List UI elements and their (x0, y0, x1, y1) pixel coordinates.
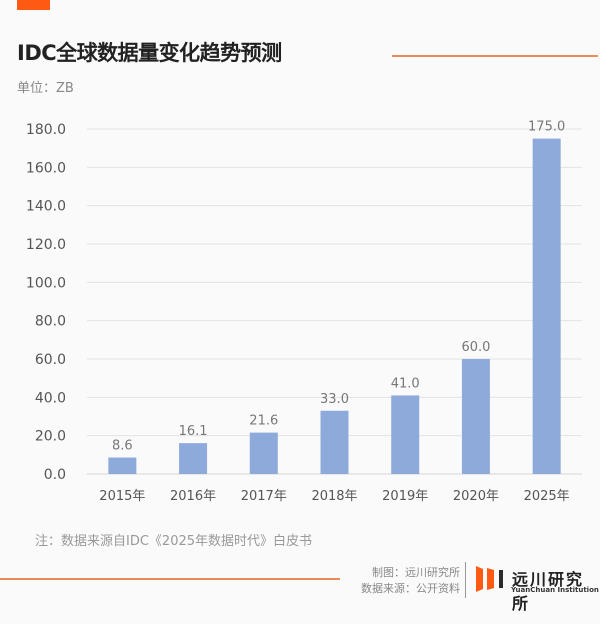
footer-divider (465, 562, 466, 598)
y-tick-label: 60.0 (35, 352, 66, 368)
bar (391, 395, 420, 474)
x-tick-label: 2018年 (311, 489, 357, 504)
credits: 制图：远川研究所 数据来源：公开资料 (360, 565, 460, 597)
x-tick-label: 2016年 (170, 489, 216, 504)
y-tick-label: 80.0 (35, 314, 66, 330)
data-label: 21.6 (249, 414, 278, 429)
y-tick-label: 0.0 (44, 467, 66, 483)
data-label: 175.0 (528, 120, 565, 135)
x-tick-label: 2020年 (453, 489, 499, 504)
bar-chart: 0.0 20.0 40.0 60.0 80.0 100.0 120.0 140.0 160.0 1… (26, 120, 582, 504)
bar (320, 410, 349, 474)
source-note: 注：数据来源自IDC《2025年数据时代》白皮书 (35, 534, 313, 549)
chart-title: IDC全球数据量变化趋势预测 (17, 41, 282, 65)
bottom-rule (0, 578, 340, 580)
x-axis-ticks: 2015年 2016年 2017年 2018年 2019年 2020年 2025年 (99, 489, 569, 504)
y-tick-label: 40.0 (35, 390, 66, 406)
data-label: 60.0 (461, 340, 490, 355)
data-source: 数据来源：公开资料 (361, 582, 460, 595)
logo-text-en: YuanChuan Institution (511, 586, 599, 594)
data-label: 8.6 (112, 439, 133, 454)
y-tick-label: 140.0 (26, 199, 66, 215)
x-tick-label: 2019年 (382, 489, 428, 504)
data-label: 16.1 (179, 424, 208, 439)
title-rule (392, 55, 598, 57)
gridlines (87, 128, 582, 475)
data-label: 41.0 (391, 376, 420, 391)
data-label: 33.0 (320, 392, 349, 407)
made-by: 制图：远川研究所 (372, 566, 460, 579)
x-tick-label: 2017年 (241, 489, 287, 504)
bar (532, 138, 561, 475)
y-tick-label: 160.0 (26, 160, 66, 176)
y-tick-label: 120.0 (26, 237, 66, 253)
logo-icon (476, 566, 503, 592)
y-tick-label: 180.0 (26, 122, 66, 138)
bar (461, 359, 490, 474)
value-labels: 8.6 16.1 21.6 33.0 41.0 60.0 175.0 (112, 120, 565, 454)
x-tick-label: 2025年 (524, 489, 570, 504)
bars (108, 138, 561, 475)
unit-label: 单位：ZB (17, 81, 74, 96)
bar (179, 443, 208, 474)
bar (108, 457, 137, 474)
logo-text-cn: 远川研究所 (512, 570, 585, 613)
x-tick-label: 2015年 (99, 489, 145, 504)
y-tick-label: 20.0 (35, 429, 66, 445)
y-tick-label: 100.0 (26, 275, 66, 291)
y-axis-ticks: 0.0 20.0 40.0 60.0 80.0 100.0 120.0 140.0 160.0 1… (26, 122, 66, 483)
bar (249, 432, 278, 474)
top-accent-bar (17, 0, 50, 10)
